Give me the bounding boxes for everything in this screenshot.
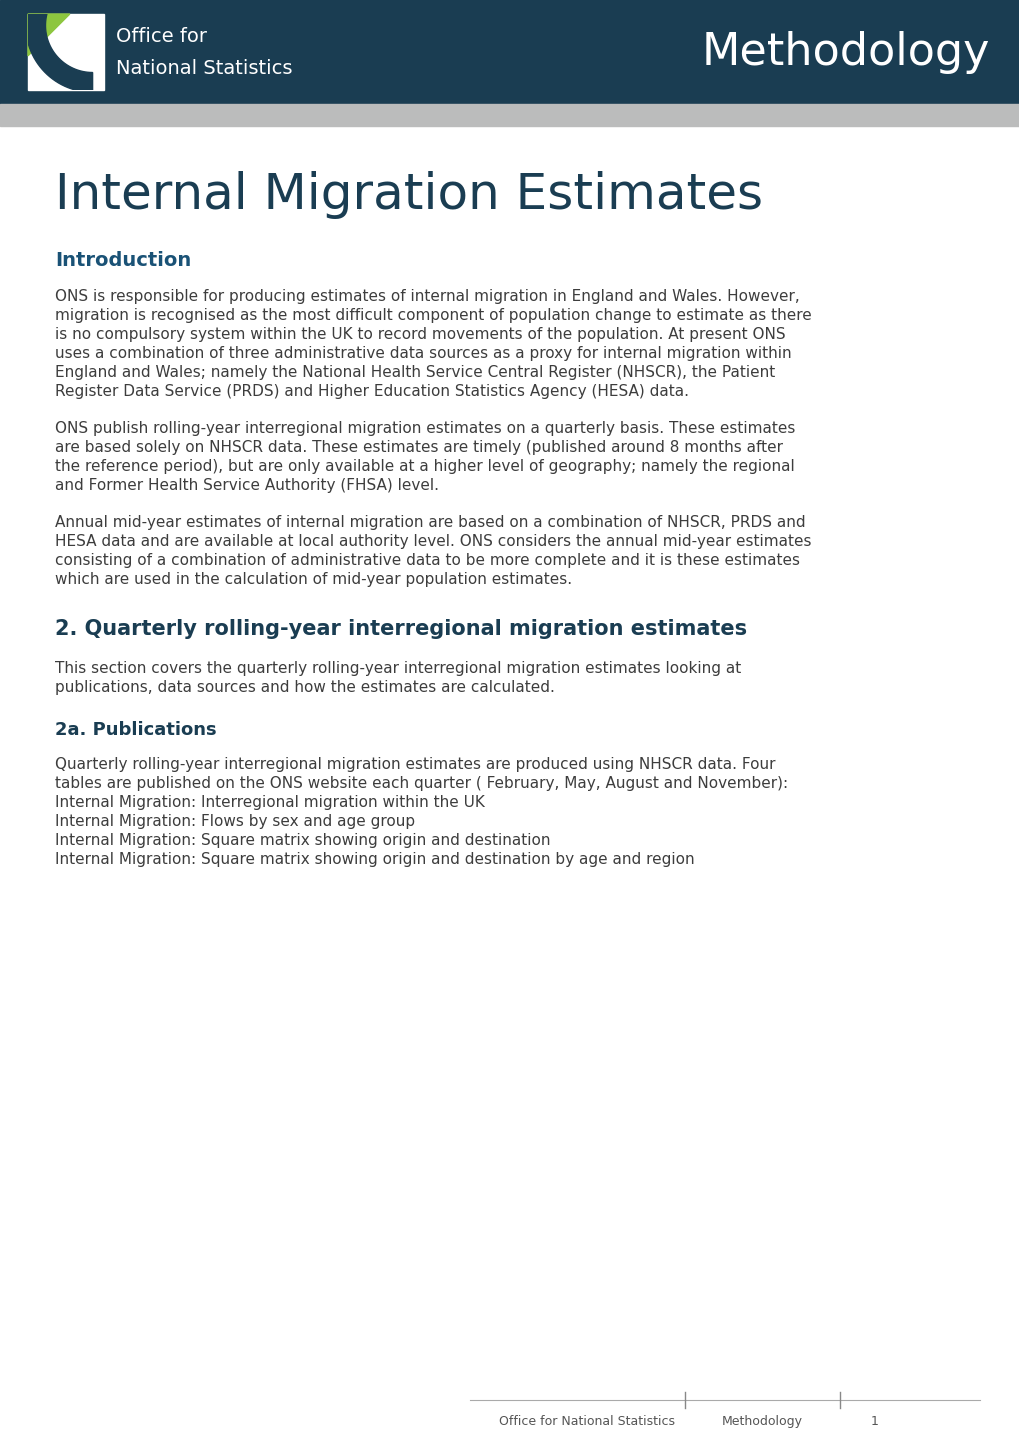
Text: which are used in the calculation of mid-year population estimates.: which are used in the calculation of mid…	[55, 572, 572, 587]
Text: the reference period), but are only available at a higher level of geography; na: the reference period), but are only avai…	[55, 459, 794, 474]
Text: uses a combination of three administrative data sources as a proxy for internal : uses a combination of three administrati…	[55, 346, 791, 360]
Text: consisting of a combination of administrative data to be more complete and it is: consisting of a combination of administr…	[55, 552, 799, 568]
Text: Methodology: Methodology	[721, 1415, 802, 1428]
Bar	[28, 14, 104, 89]
Text: migration is recognised as the most difficult component of population change to : migration is recognised as the most diff…	[55, 309, 811, 323]
Text: tables are published on the ONS website each quarter ( February, May, August and: tables are published on the ONS website …	[55, 776, 788, 792]
Polygon shape	[28, 14, 69, 56]
Text: England and Wales; namely the National Health Service Central Register (NHSCR), : England and Wales; namely the National H…	[55, 365, 774, 381]
Text: Annual mid-year estimates of internal migration are based on a combination of NH: Annual mid-year estimates of internal mi…	[55, 515, 805, 531]
Text: Internal Migration: Square matrix showing origin and destination by age and regi: Internal Migration: Square matrix showin…	[55, 852, 694, 867]
Polygon shape	[25, 0, 93, 92]
Text: is no compulsory system within the UK to record movements of the population. At : is no compulsory system within the UK to…	[55, 327, 785, 342]
Text: National Statistics: National Statistics	[116, 59, 292, 78]
Text: ONS publish rolling-year interregional migration estimates on a quarterly basis.: ONS publish rolling-year interregional m…	[55, 421, 795, 435]
Text: publications, data sources and how the estimates are calculated.: publications, data sources and how the e…	[55, 681, 554, 695]
Text: Office for: Office for	[116, 27, 207, 46]
Text: are based solely on NHSCR data. These estimates are timely (published around 8 m: are based solely on NHSCR data. These es…	[55, 440, 783, 456]
Text: Introduction: Introduction	[55, 251, 192, 270]
Text: Methodology: Methodology	[701, 30, 989, 74]
Bar	[0, 104, 1019, 125]
Text: 2a. Publications: 2a. Publications	[55, 721, 216, 738]
Text: Quarterly rolling-year interregional migration estimates are produced using NHSC: Quarterly rolling-year interregional mig…	[55, 757, 774, 771]
Text: Register Data Service (PRDS) and Higher Education Statistics Agency (HESA) data.: Register Data Service (PRDS) and Higher …	[55, 384, 688, 399]
Text: ONS is responsible for producing estimates of internal migration in England and : ONS is responsible for producing estimat…	[55, 288, 799, 304]
Bar	[28, 14, 104, 89]
Text: Office for National Statistics: Office for National Statistics	[498, 1415, 675, 1428]
Text: HESA data and are available at local authority level. ONS considers the annual m: HESA data and are available at local aut…	[55, 534, 811, 549]
Text: Internal Migration: Square matrix showing origin and destination: Internal Migration: Square matrix showin…	[55, 833, 550, 848]
Text: This section covers the quarterly rolling-year interregional migration estimates: This section covers the quarterly rollin…	[55, 660, 741, 676]
Text: Internal Migration: Interregional migration within the UK: Internal Migration: Interregional migrat…	[55, 795, 484, 810]
Text: Internal Migration: Flows by sex and age group: Internal Migration: Flows by sex and age…	[55, 813, 415, 829]
Bar	[0, 0, 1019, 104]
Text: 1: 1	[870, 1415, 878, 1428]
Text: Internal Migration Estimates: Internal Migration Estimates	[55, 172, 762, 219]
Text: and Former Health Service Authority (FHSA) level.: and Former Health Service Authority (FHS…	[55, 477, 438, 493]
Text: 2. Quarterly rolling-year interregional migration estimates: 2. Quarterly rolling-year interregional …	[55, 619, 746, 639]
